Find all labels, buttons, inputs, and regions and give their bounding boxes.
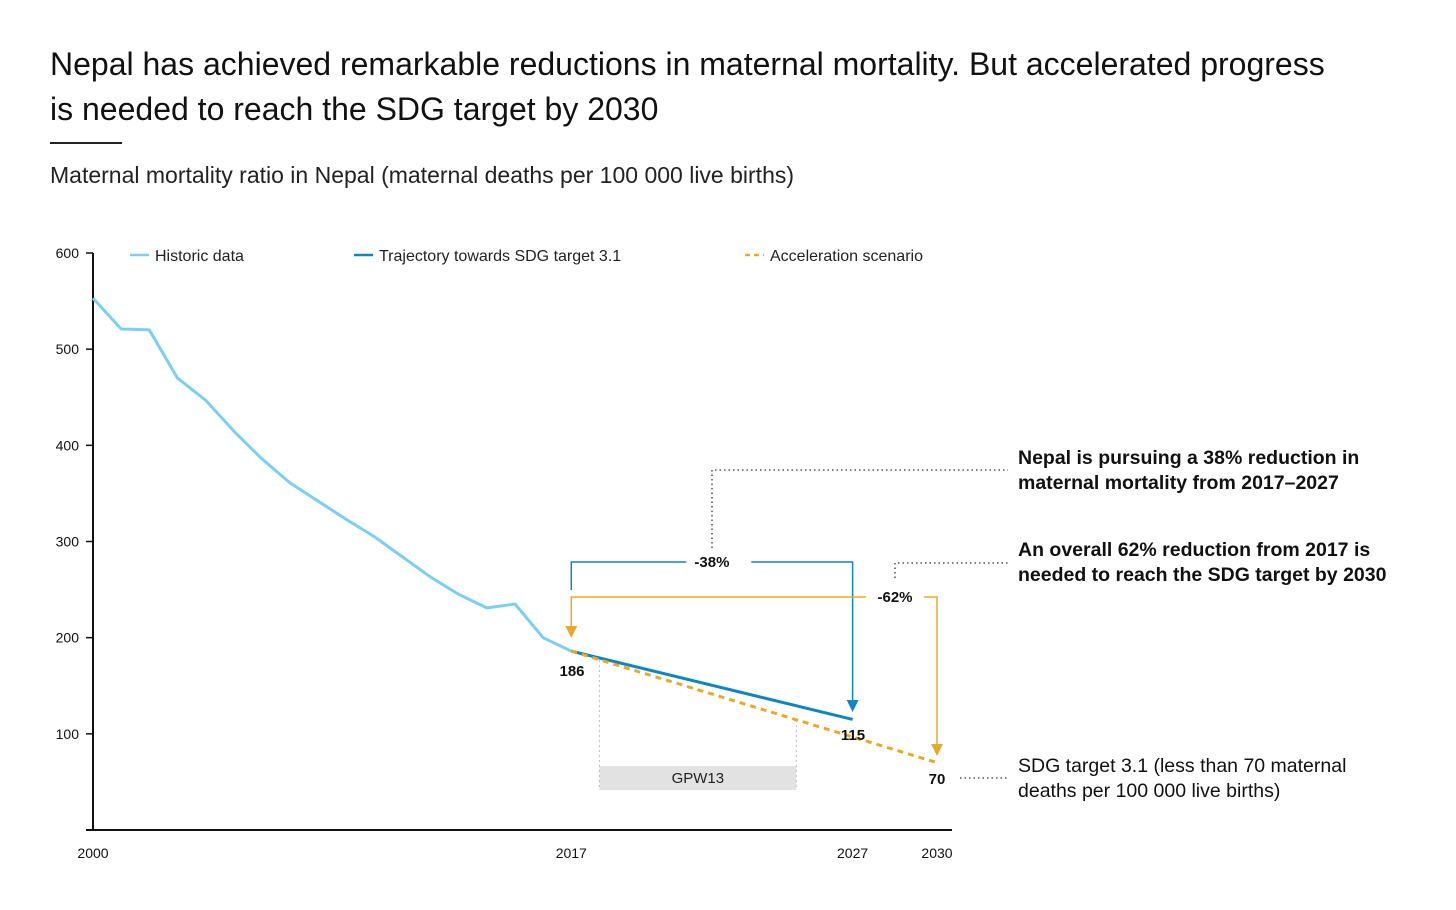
bracket-38 (570, 561, 854, 700)
leader-62 (894, 562, 1008, 578)
y-tick-label: 600 (56, 245, 80, 261)
series-line (570, 649, 853, 721)
bracket-62 (570, 596, 938, 744)
leader-38 (711, 469, 1008, 548)
bracket-62-label-bg (866, 586, 924, 608)
y-tick-label: 300 (56, 534, 80, 550)
legend-label: Historic data (155, 248, 244, 265)
note-62-percent: An overall 62% reduction from 2017 is ne… (1018, 539, 1387, 586)
bracket-38-label: -38% (694, 554, 729, 571)
x-tick-label: 2000 (77, 845, 108, 861)
series-line (91, 297, 572, 653)
gpw13-label: GPW13 (672, 770, 725, 787)
note-38-percent: Nepal is pursuing a 38% reduction in mat… (1018, 447, 1360, 494)
y-tick-label: 200 (56, 630, 80, 646)
arrow-2027 (846, 700, 859, 712)
x-tick-label: 2027 (837, 845, 868, 861)
bracket-62-label: -62% (877, 589, 912, 606)
y-tick-label: 500 (56, 341, 80, 357)
x-tick-label: 2017 (556, 845, 587, 861)
title-divider (50, 142, 122, 144)
chart-title: Nepal has achieved remarkable reductions… (50, 46, 1325, 127)
chart-subtitle: Maternal mortality ratio in Nepal (mater… (50, 162, 795, 188)
legend-label: Trajectory towards SDG target 3.1 (379, 248, 621, 265)
value-label-2027: 115 (841, 727, 865, 744)
value-label-2030: 70 (929, 771, 946, 788)
y-tick-label: 400 (56, 437, 80, 453)
arrow-2017 (565, 626, 578, 638)
arrow-2030 (931, 744, 943, 756)
bracket-38-label-bg (686, 551, 752, 573)
gpw13-band (599, 766, 797, 790)
series-line (570, 649, 938, 765)
value-label-2017: 186 (559, 663, 584, 680)
note-sdg-target: SDG target 3.1 (less than 70 maternal de… (1018, 755, 1347, 802)
x-tick-label: 2030 (921, 845, 952, 861)
legend-label: Acceleration scenario (770, 248, 923, 265)
y-tick-label: 100 (56, 726, 80, 742)
